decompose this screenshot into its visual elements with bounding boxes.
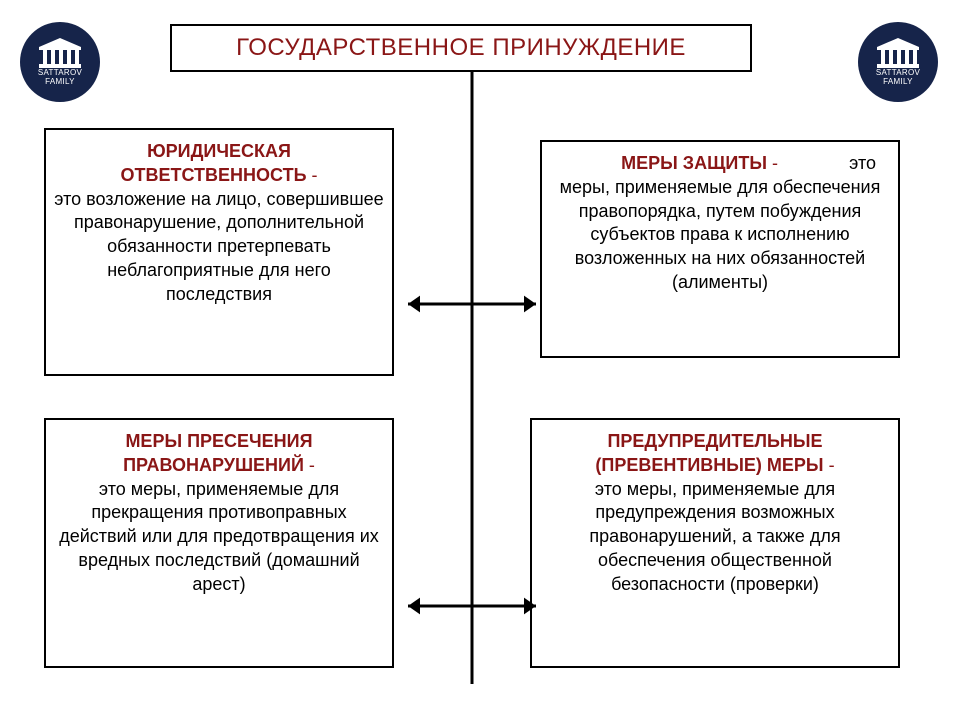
box-body: меры, применяемые для обеспечения правоп… (560, 177, 881, 292)
main-title-text: ГОСУДАРСТВЕННОЕ ПРИНУЖДЕНИЕ (236, 34, 686, 61)
dash: - (307, 165, 318, 185)
box-heading: ЮРИДИЧЕСКАЯ ОТВЕТСТВЕННОСТЬ (120, 141, 306, 185)
pantheon-icon (877, 38, 919, 68)
dash: - (304, 455, 315, 475)
logo-left: SATTAROV FAMILY (20, 22, 100, 102)
logo-right: SATTAROV FAMILY (858, 22, 938, 102)
box-heading: МЕРЫ ПРЕСЕЧЕНИЯ ПРАВОНАРУШЕНИЙ (123, 431, 312, 475)
box-body: это возложение на лицо, совершившее прав… (54, 189, 383, 304)
box-heading: ПРЕДУПРЕДИТЕЛЬНЫЕ (ПРЕВЕНТИВНЫЕ) МЕРЫ (595, 431, 823, 475)
box-body: это меры, применяемые для предупреждения… (589, 479, 840, 594)
box-body: это меры, применяемые для прекращения пр… (59, 479, 379, 594)
logo-text-line2: FAMILY (45, 78, 75, 86)
box-suppression-measures: МЕРЫ ПРЕСЕЧЕНИЯ ПРАВОНАРУШЕНИЙ - это мер… (44, 418, 394, 668)
box-protection-measures: МЕРЫ ЗАЩИТЫ - это меры, применяемые для … (540, 140, 900, 358)
pantheon-icon (39, 38, 81, 68)
box-legal-responsibility: ЮРИДИЧЕСКАЯ ОТВЕТСТВЕННОСТЬ - это возлож… (44, 128, 394, 376)
box-heading: МЕРЫ ЗАЩИТЫ (621, 153, 767, 173)
main-title: ГОСУДАРСТВЕННОЕ ПРИНУЖДЕНИЕ (170, 24, 752, 72)
logo-text-line1: SATTAROV (876, 69, 920, 77)
dash: - (767, 153, 778, 173)
logo-text-line1: SATTAROV (38, 69, 82, 77)
box-body-inline: это (849, 152, 890, 176)
box-preventive-measures: ПРЕДУПРЕДИТЕЛЬНЫЕ (ПРЕВЕНТИВНЫЕ) МЕРЫ - … (530, 418, 900, 668)
logo-text-line2: FAMILY (883, 78, 913, 86)
dash: - (824, 455, 835, 475)
